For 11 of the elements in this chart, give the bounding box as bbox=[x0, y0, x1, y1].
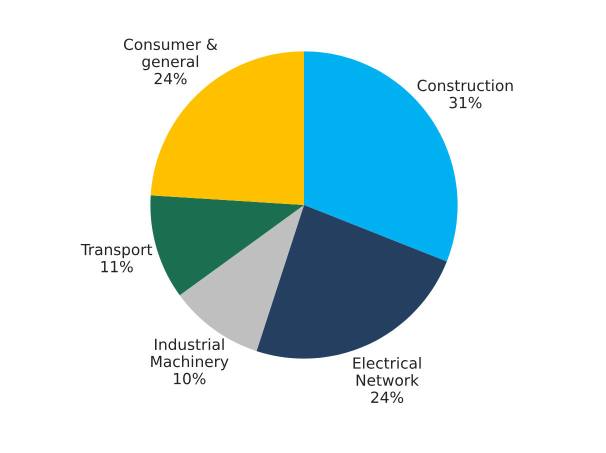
data-label: 10% bbox=[174, 372, 206, 384]
slice-label: Construction bbox=[418, 79, 513, 92]
slice-label: Consumer & general bbox=[124, 38, 218, 70]
pie-slice bbox=[256, 205, 447, 359]
slice-label: Transport bbox=[80, 244, 152, 258]
data-label: 11% bbox=[101, 260, 133, 272]
data-label: 31% bbox=[450, 96, 482, 108]
data-label: 24% bbox=[154, 72, 187, 84]
slice-label: Industrial Machinery bbox=[151, 338, 229, 370]
data-label: 24% bbox=[371, 391, 404, 404]
slice-label: Electrical Network bbox=[353, 357, 421, 386]
